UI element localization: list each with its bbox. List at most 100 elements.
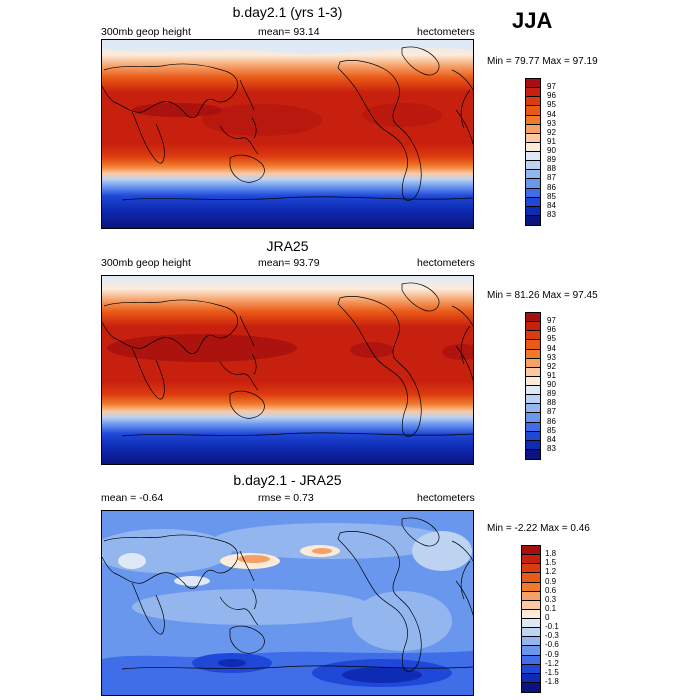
panel-2-coastlines: [102, 282, 473, 437]
colorbar-tick-label: 88: [547, 398, 556, 408]
colorbar-box: [522, 546, 540, 556]
panel-2-title: JRA25: [266, 238, 309, 254]
colorbar-tick-label: 90: [547, 380, 556, 389]
colorbar-tick-label: 83: [547, 443, 556, 453]
colorbar-tick-label: 95: [547, 100, 556, 110]
colorbar-tick-label: 97: [547, 82, 556, 92]
colorbar-box: [522, 591, 540, 601]
colorbar-box: [526, 115, 540, 125]
colorbar-tick-label: 85: [547, 191, 556, 201]
colorbar-box: [526, 422, 540, 432]
panel-3-rmse: rmse = 0.73: [258, 492, 314, 504]
panel-1-coastlines: [102, 46, 473, 201]
colorbar-tick-label: -0.6: [545, 640, 559, 650]
colorbar-tick-label: 0.9: [545, 576, 557, 586]
colorbar-box: [526, 449, 540, 459]
colorbar-box: [526, 124, 540, 134]
colorbar-tick-label: 86: [547, 182, 556, 192]
panel-3-colorbar: [521, 545, 541, 693]
colorbar-box: [526, 206, 540, 216]
colorbar-box: [526, 106, 540, 116]
colorbar-box: [522, 646, 540, 656]
colorbar-box: [522, 682, 540, 692]
colorbar-tick-label: 96: [547, 91, 556, 101]
colorbar-box: [522, 555, 540, 565]
colorbar-box: [526, 170, 540, 180]
colorbar-tick-label: 91: [547, 136, 556, 146]
colorbar-tick-label: 92: [547, 361, 556, 371]
colorbar-box: [526, 88, 540, 98]
colorbar-box: [526, 349, 540, 359]
colorbar-tick-label: 0.3: [545, 594, 557, 604]
colorbar-box: [526, 404, 540, 414]
colorbar-box: [526, 97, 540, 107]
colorbar-tick-label: -1.2: [545, 658, 559, 668]
panel-1-map: [101, 39, 474, 229]
colorbar-box: [526, 313, 540, 323]
colorbar-box: [526, 358, 540, 368]
colorbar-box: [526, 142, 540, 152]
colorbar-tick-label: 88: [547, 164, 556, 174]
colorbar-tick-label: 85: [547, 425, 556, 435]
panel-1-mean: mean= 93.14: [258, 26, 320, 38]
panel-2-units: hectometers: [417, 257, 475, 269]
colorbar-tick-label: 94: [547, 343, 556, 353]
panel-1-colorbar-ticks: 97 96 95 94 93 92 91 90 89 88 87 86 85 84 83: [547, 78, 587, 226]
panel-2-minmax: Min = 81.26 Max = 97.45: [487, 290, 598, 301]
colorbar-box: [526, 413, 540, 423]
colorbar-tick-label: 94: [547, 109, 556, 119]
colorbar-tick-label: 96: [547, 325, 556, 335]
colorbar-box: [526, 152, 540, 162]
panel-3-map: [101, 510, 474, 696]
colorbar-tick-label: -0.3: [545, 631, 559, 641]
colorbar-tick-label: 0.6: [545, 585, 557, 595]
panel-3-minmax: Min = -2.22 Max = 0.46: [487, 523, 590, 534]
colorbar-box: [526, 440, 540, 450]
colorbar-tick-label: 83: [547, 209, 556, 219]
colorbar-box: [522, 637, 540, 647]
colorbar-tick-label: 93: [547, 118, 556, 128]
colorbar-tick-label: -1.8: [545, 676, 559, 686]
colorbar-tick-label: 1.8: [545, 549, 557, 559]
panel-3-contour-field: [102, 511, 473, 695]
colorbar-box: [522, 600, 540, 610]
colorbar-box: [522, 609, 540, 619]
panel-2-colorbar-ticks: 97 96 95 94 93 92 91 90 89 88 87 86 85 84 83: [547, 312, 587, 460]
panel-1-contour-field: [102, 40, 473, 228]
colorbar-tick-label: 87: [547, 407, 556, 417]
panel-3-units: hectometers: [417, 492, 475, 504]
colorbar-box: [526, 179, 540, 189]
colorbar-box: [522, 619, 540, 629]
colorbar-tick-label: 1.2: [545, 567, 557, 577]
colorbar-box: [522, 573, 540, 583]
colorbar-tick-label: 86: [547, 416, 556, 426]
colorbar-tick-label: 1.5: [545, 558, 557, 568]
colorbar-box: [526, 322, 540, 332]
panel-3-coastlines: [102, 517, 473, 672]
colorbar-box: [526, 133, 540, 143]
colorbar-tick-label: 92: [547, 127, 556, 137]
panel-2-mean: mean= 93.79: [258, 257, 320, 269]
panel-1-field-label: 300mb geop height: [101, 26, 191, 38]
colorbar-box: [526, 331, 540, 341]
colorbar-tick-label: 0.1: [545, 603, 557, 613]
colorbar-tick-label: 89: [547, 155, 556, 165]
colorbar-box: [522, 564, 540, 574]
colorbar-box: [526, 340, 540, 350]
panel-1-minmax: Min = 79.77 Max = 97.19: [487, 56, 598, 67]
panel-2-colorbar: [525, 312, 541, 460]
panel-3-mean: mean = -0.64: [101, 492, 164, 504]
colorbar-box: [522, 655, 540, 665]
colorbar-box: [522, 582, 540, 592]
panel-3-title: b.day2.1 - JRA25: [233, 472, 342, 488]
panel-3-colorbar-ticks: 1.8 1.5 1.2 0.9 0.6 0.3 0.1 0 -0.1 -0.3 -0.6 -0.9 -1…: [545, 545, 585, 693]
colorbar-tick-label: 91: [547, 370, 556, 380]
colorbar-box: [526, 161, 540, 171]
colorbar-box: [526, 431, 540, 441]
panel-1-units: hectometers: [417, 26, 475, 38]
panel-2-field-label: 300mb geop height: [101, 257, 191, 269]
season-label: JJA: [512, 8, 553, 33]
colorbar-tick-label: -0.1: [545, 622, 559, 632]
colorbar-box: [526, 386, 540, 396]
colorbar-box: [526, 188, 540, 198]
